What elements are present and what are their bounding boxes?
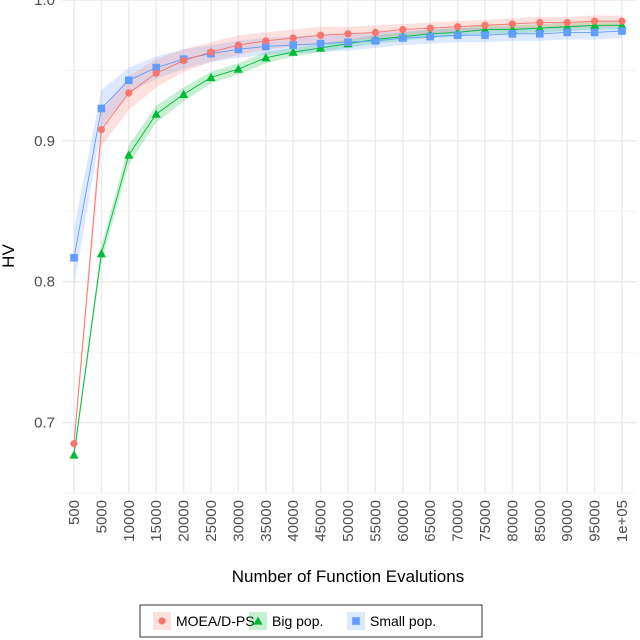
point-moea-d-ps <box>70 440 78 448</box>
point-moea-d-ps <box>508 20 516 28</box>
point-big-pop <box>535 23 545 32</box>
legend-marker-big-pop <box>253 616 263 625</box>
point-moea-d-ps <box>262 37 270 45</box>
x-tick-label: 90000 <box>559 500 576 542</box>
point-big-pop <box>562 22 572 31</box>
legend-label-moea-d-ps: MOEA/D-PS <box>176 613 255 629</box>
point-small-pop <box>481 31 489 40</box>
x-tick-label: 80000 <box>504 500 521 542</box>
point-moea-d-ps <box>152 69 160 77</box>
point-small-pop <box>152 63 160 72</box>
point-small-pop <box>70 253 78 262</box>
point-big-pop <box>206 72 216 82</box>
point-small-pop <box>453 31 462 40</box>
point-moea-d-ps <box>618 17 626 25</box>
point-moea-d-ps <box>426 24 434 32</box>
legend-marker-moea-d-ps <box>158 617 166 625</box>
point-moea-d-ps <box>234 41 242 49</box>
x-tick-label: 50000 <box>340 500 357 542</box>
point-small-pop <box>426 32 434 41</box>
legend-marker-small-pop <box>352 617 360 625</box>
point-moea-d-ps <box>591 17 599 25</box>
x-tick-label: 75000 <box>477 500 494 542</box>
y-tick-label: 1.0 <box>34 0 55 9</box>
legend-box <box>139 604 483 638</box>
point-small-pop <box>399 34 407 42</box>
point-moea-d-ps <box>97 125 105 134</box>
point-small-pop <box>289 41 297 49</box>
point-big-pop <box>617 20 627 30</box>
legend-item-moea-d-ps: MOEA/D-PS <box>153 612 255 630</box>
grid-lines <box>62 0 636 494</box>
x-tick-label: 40000 <box>285 500 302 542</box>
x-tick-label: 65000 <box>422 500 439 542</box>
x-tick-label: 45000 <box>313 500 330 542</box>
point-moea-d-ps <box>399 25 407 34</box>
x-tick-label: 15000 <box>148 500 165 542</box>
x-tick-label: 1e+05 <box>614 500 631 542</box>
point-small-pop <box>618 27 626 35</box>
point-small-pop <box>508 30 517 38</box>
point-small-pop <box>125 76 133 85</box>
point-small-pop <box>97 104 106 113</box>
x-tick-label: 55000 <box>367 500 384 542</box>
point-moea-d-ps <box>344 30 352 38</box>
point-moea-d-ps <box>481 21 489 29</box>
point-moea-d-ps <box>536 18 544 27</box>
legend: MOEA/D-PS Big pop. Small pop. <box>139 604 483 638</box>
point-big-pop <box>590 20 600 30</box>
point-moea-d-ps <box>454 23 462 31</box>
point-small-pop <box>563 28 571 37</box>
point-small-pop <box>234 45 243 54</box>
legend-label-small-pop: Small pop. <box>370 613 436 629</box>
point-small-pop <box>316 39 325 48</box>
point-small-pop <box>371 37 380 45</box>
x-tick-label: 5000 <box>93 500 110 533</box>
x-tick-labels: 500 5000 10000 15000 20000 25000 30000 35000 400… <box>66 500 631 542</box>
x-tick-label: 20000 <box>176 500 193 542</box>
point-moea-d-ps <box>207 48 215 56</box>
point-small-pop <box>262 42 270 51</box>
point-big-pop <box>151 109 161 118</box>
legend-item-small-pop: Small pop. <box>347 612 436 630</box>
point-moea-d-ps <box>180 56 188 65</box>
series-markers <box>69 17 627 459</box>
x-tick-label: 70000 <box>450 500 467 542</box>
point-big-pop <box>69 450 79 459</box>
point-moea-d-ps <box>317 31 325 39</box>
y-tick-label: 0.8 <box>34 274 55 291</box>
x-axis-title: Number of Function Evalutions <box>232 567 464 586</box>
point-small-pop <box>590 28 599 37</box>
x-tick-label: 85000 <box>532 500 549 542</box>
y-axis-title: HV <box>0 244 18 268</box>
x-tick-label: 500 <box>66 500 83 525</box>
point-small-pop <box>344 38 352 47</box>
point-moea-d-ps <box>125 89 133 97</box>
y-tick-label: 0.7 <box>34 415 55 432</box>
legend-label-big-pop: Big pop. <box>272 613 323 629</box>
point-big-pop <box>233 64 243 73</box>
y-tick-labels: 0.7 0.8 0.9 1.0 <box>34 0 55 432</box>
x-tick-label: 35000 <box>258 500 275 542</box>
point-moea-d-ps <box>563 18 571 27</box>
y-tick-label: 0.9 <box>34 133 55 150</box>
point-big-pop <box>288 47 298 56</box>
x-tick-label: 95000 <box>587 500 604 542</box>
point-big-pop <box>179 89 189 99</box>
point-small-pop <box>536 30 544 38</box>
point-moea-d-ps <box>371 28 379 36</box>
x-tick-label: 60000 <box>395 500 412 542</box>
legend-item-big-pop: Big pop. <box>249 612 323 630</box>
x-tick-label: 25000 <box>203 500 220 542</box>
point-big-pop <box>124 150 134 159</box>
point-big-pop <box>261 53 271 62</box>
x-tick-label: 10000 <box>121 500 138 542</box>
point-big-pop <box>480 24 490 34</box>
point-big-pop <box>96 248 106 258</box>
x-tick-label: 30000 <box>230 500 247 542</box>
point-moea-d-ps <box>289 34 297 42</box>
